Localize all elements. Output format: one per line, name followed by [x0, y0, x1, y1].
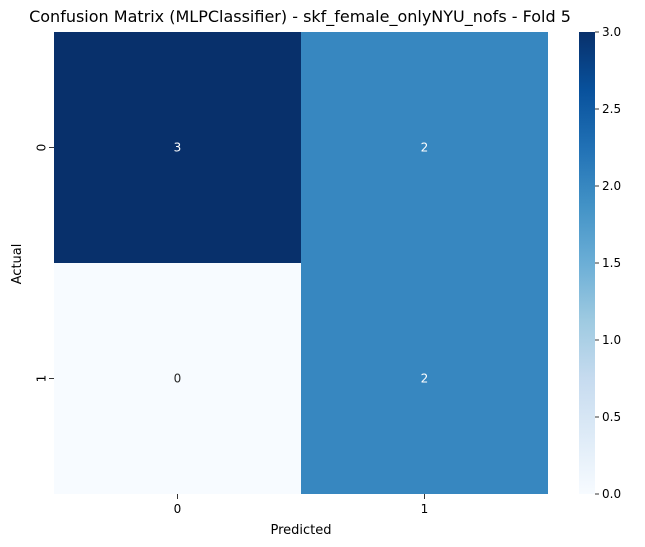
colorbar-tick-label: 3.0 [602, 25, 621, 39]
colorbar-tick-label: 2.0 [602, 179, 621, 193]
colorbar-tick-label: 0.0 [602, 487, 621, 501]
cell-annotations: 3 2 0 2 [174, 141, 429, 386]
colorbar [579, 32, 595, 494]
heatmap-cell-0-1 [301, 32, 548, 263]
colorbar-tick-label: 1.0 [602, 333, 621, 347]
cell-annotation: 2 [421, 372, 429, 386]
y-axis-label: Actual [10, 244, 25, 285]
cell-annotation: 3 [174, 141, 182, 155]
chart-title: Confusion Matrix (MLPClassifier) - skf_f… [29, 7, 571, 27]
colorbar-tick-label: 2.5 [602, 102, 621, 116]
y-axis-ticks: 01 [35, 144, 54, 383]
heatmap-cell-1-1 [301, 263, 548, 494]
x-tick-label: 1 [421, 502, 429, 516]
y-tick-label: 0 [35, 144, 49, 152]
cell-annotation: 0 [174, 372, 182, 386]
cell-annotation: 2 [421, 141, 429, 155]
heatmap-cell-0-0 [54, 32, 301, 263]
colorbar-ticks: 0.0 0.5 1.0 1.5 2.0 2.5 3.0 [595, 25, 621, 501]
y-tick-label: 1 [35, 375, 49, 383]
colorbar-tick-label: 0.5 [602, 410, 621, 424]
x-axis-label: Predicted [270, 523, 331, 538]
x-tick-label: 0 [174, 502, 182, 516]
colorbar-tick-label: 1.5 [602, 256, 621, 270]
heatmap-cells [54, 32, 548, 494]
heatmap-cell-1-0 [54, 263, 301, 494]
